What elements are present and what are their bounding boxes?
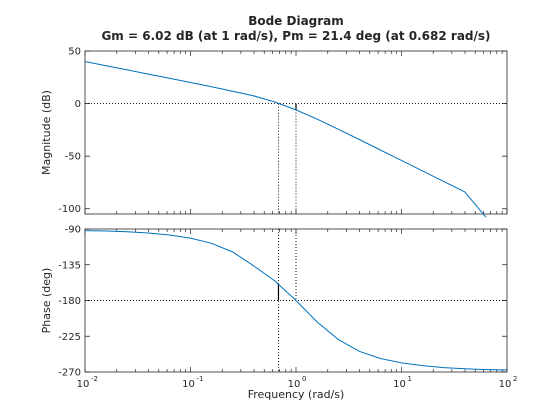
x-tick-label: 10	[393, 379, 406, 390]
magnitude-axis-label: Magnitude (dB)	[40, 90, 53, 175]
x-tick-label-exponent: 2	[513, 375, 517, 383]
x-tick-label: 10	[182, 379, 195, 390]
x-tick-label-exponent: 0	[302, 375, 306, 383]
ph-y-tick-label: -90	[65, 225, 81, 236]
x-tick-label-exponent: 1	[408, 375, 412, 383]
x-axis-label: Frequency (rad/s)	[248, 388, 345, 401]
x-tick-label-exponent: -1	[197, 375, 204, 383]
chart-subtitle: Gm = 6.02 dB (at 1 rad/s), Pm = 21.4 deg…	[101, 29, 490, 43]
mag-y-tick-label: 50	[68, 47, 81, 58]
x-tick-label-exponent: -2	[91, 375, 98, 383]
phase-series-line	[84, 230, 508, 371]
phase-axis-label: Phase (deg)	[40, 268, 53, 334]
ph-y-tick-label: -135	[58, 260, 81, 271]
mag-y-tick-label: -100	[58, 204, 81, 215]
ph-y-tick-label: -180	[58, 296, 81, 307]
phase-x-ticks	[84, 229, 508, 372]
phase-panel: -90 -135 -180 -225 -270 Phase (deg)	[40, 225, 508, 379]
ph-y-tick-label: -225	[58, 332, 81, 343]
chart-title: Bode Diagram	[248, 14, 344, 28]
magnitude-series-line	[84, 61, 487, 218]
magnitude-x-ticks	[84, 51, 508, 214]
mag-y-tick-label: -50	[65, 152, 81, 163]
magnitude-panel: 50 0 -50 -100 Magnitude (dB)	[40, 47, 508, 218]
x-tick-label: 10	[288, 379, 301, 390]
mag-y-tick-label: 0	[75, 99, 81, 110]
x-tick-label: 10	[77, 379, 90, 390]
x-tick-labels: 10 -2 10 -1 10 0 10 1 10 2	[77, 375, 518, 390]
x-tick-label: 10	[499, 379, 512, 390]
ph-y-tick-label: -270	[58, 368, 81, 379]
magnitude-margin-markers	[85, 103, 507, 214]
